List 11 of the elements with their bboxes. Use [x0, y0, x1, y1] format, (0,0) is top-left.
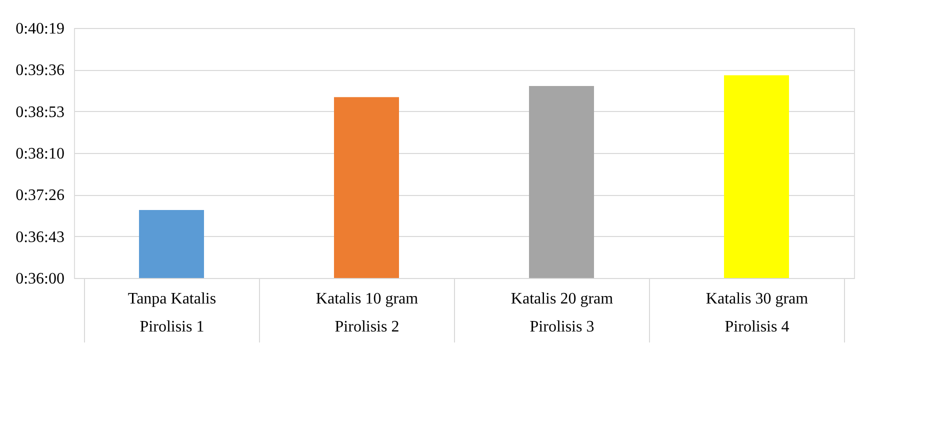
x-tick-label: Katalis 20 gram Pirolisis 3 — [510, 290, 614, 336]
y-tick-label: 0:40:19 — [16, 20, 64, 38]
y-tick-label: 0:38:10 — [16, 146, 64, 162]
y-tick-label: 0:38:53 — [16, 104, 64, 121]
x-tick-label: Tanpa Katalis Pirolisis 1 — [128, 290, 216, 336]
y-tick-label: 0:36:00 — [16, 270, 64, 288]
x-tick-label: Katalis 30 gram Pirolisis 4 — [706, 290, 809, 336]
y-tick-label: 0:36:43 — [16, 228, 64, 246]
y-tick-label: 0:39:36 — [16, 62, 64, 80]
x-tick-label: Katalis 10 gram Pirolisis 2 — [316, 290, 419, 336]
y-tick-label: 0:37:26 — [16, 187, 64, 204]
